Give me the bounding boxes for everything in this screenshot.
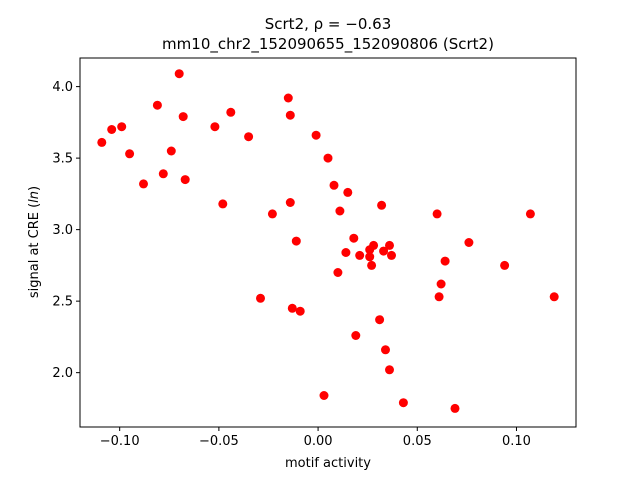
data-point: [355, 250, 365, 260]
data-point: [500, 260, 510, 270]
y-tick-label: 2.5: [52, 295, 73, 310]
data-point: [367, 260, 377, 270]
y-tick-label: 2.0: [52, 366, 73, 381]
data-point: [267, 209, 277, 219]
data-point: [381, 345, 390, 355]
data-point: [180, 175, 190, 185]
data-point: [549, 292, 559, 302]
data-point: [218, 199, 228, 209]
x-tick-label: 0.05: [403, 434, 432, 449]
data-point: [319, 391, 329, 400]
x-tick-label: 0.10: [502, 434, 531, 449]
data-point: [385, 365, 394, 375]
data-point: [174, 69, 184, 79]
x-tick-label: −0.05: [199, 434, 239, 449]
x-tick-label: 0.00: [304, 434, 333, 449]
data-point: [256, 293, 265, 303]
data-point: [385, 240, 394, 250]
data-point: [398, 398, 408, 408]
data-point: [311, 130, 321, 140]
data-point: [335, 206, 345, 216]
data-point: [158, 169, 168, 179]
data-point: [349, 233, 359, 243]
data-point: [166, 146, 176, 156]
data-point: [329, 180, 339, 190]
data-point: [291, 236, 301, 246]
data-point: [117, 122, 127, 132]
data-point: [369, 240, 379, 250]
data-point: [432, 209, 442, 219]
data-point: [125, 149, 135, 159]
chart-title-line1: Scrt2, ρ = −0.63: [265, 15, 392, 33]
data-point: [287, 303, 297, 313]
y-tick-label: 3.5: [52, 152, 73, 167]
data-point: [244, 132, 254, 142]
y-tick-label: 4.0: [52, 80, 73, 95]
data-points: [97, 69, 559, 413]
data-point: [97, 137, 107, 147]
data-point: [379, 246, 389, 256]
data-point: [226, 107, 236, 117]
data-point: [107, 125, 117, 134]
data-point: [464, 238, 474, 247]
data-point: [436, 279, 446, 289]
data-point: [375, 315, 385, 325]
x-axis-label: motif activity: [285, 456, 371, 471]
data-point: [351, 331, 361, 340]
data-point: [387, 250, 396, 260]
x-axis-ticks: −0.10 −0.05 0.00 0.05 0.10: [100, 427, 531, 449]
data-point: [285, 110, 295, 120]
data-point: [323, 153, 333, 163]
y-axis-ticks: 2.0 2.5 3.0 3.5 4.0: [52, 80, 80, 381]
data-point: [283, 93, 293, 103]
data-point: [440, 256, 450, 266]
x-tick-label: −0.10: [100, 434, 140, 449]
data-point: [450, 403, 460, 413]
data-point: [285, 198, 295, 207]
data-point: [377, 200, 387, 210]
data-point: [343, 187, 353, 197]
data-point: [333, 268, 343, 277]
data-point: [434, 292, 444, 302]
y-axis-label: signal at CRE (ln): [27, 186, 42, 298]
data-point: [295, 306, 305, 316]
data-point: [341, 248, 351, 257]
data-point: [152, 100, 162, 110]
data-point: [525, 209, 535, 219]
y-tick-label: 3.0: [52, 223, 73, 238]
data-point: [210, 122, 220, 132]
data-point: [139, 179, 148, 189]
data-point: [178, 112, 188, 122]
plot-frame: [79, 57, 577, 428]
data-point: [365, 252, 375, 262]
chart-title-line2: mm10_chr2_152090655_152090806 (Scrt2): [162, 35, 494, 54]
